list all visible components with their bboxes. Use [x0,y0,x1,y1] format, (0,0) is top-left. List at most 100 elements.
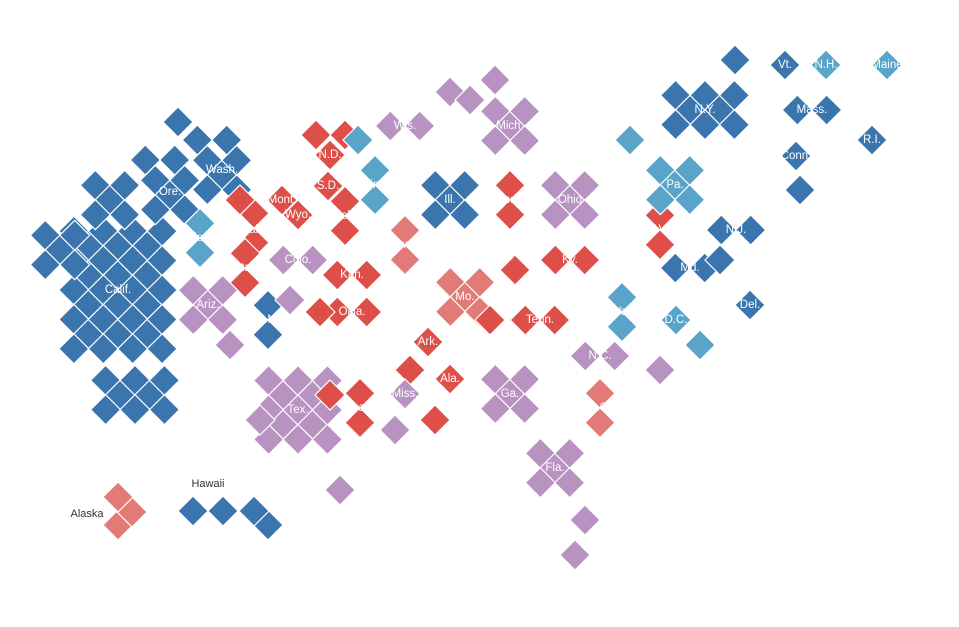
state-tile[interactable] [479,392,512,425]
state-tile[interactable] [162,106,194,138]
state-tile[interactable] [314,139,346,171]
state-tile[interactable] [584,406,616,439]
state-tile[interactable] [569,340,602,372]
state-tile[interactable] [660,304,692,336]
state-tile[interactable] [58,248,91,281]
state-conn[interactable] [780,140,816,206]
state-tile[interactable] [479,124,512,157]
state-tile[interactable] [434,295,467,328]
hawaii-tile[interactable] [177,495,209,527]
state-tile[interactable] [282,199,314,231]
state-tile[interactable] [810,49,842,81]
state-calif[interactable] [29,169,181,426]
state-tenn[interactable] [474,304,571,336]
state-tile[interactable] [191,173,224,206]
state-tile[interactable] [148,393,181,426]
state-n-j[interactable] [704,214,767,276]
state-tile[interactable] [324,474,356,506]
state-tile[interactable] [89,393,122,426]
state-tile[interactable] [644,354,676,386]
state-tile[interactable] [810,94,843,126]
state-ore[interactable] [129,144,201,226]
state-maine[interactable] [871,49,903,81]
state-md[interactable] [659,252,721,284]
state-tile[interactable] [734,289,766,321]
hawaii-tile[interactable] [238,495,270,527]
state-mo[interactable] [434,266,496,328]
state-fla[interactable] [524,437,601,571]
state-tile[interactable] [139,193,172,226]
state-tile[interactable] [704,244,736,276]
state-wyo[interactable] [282,199,314,231]
state-tile[interactable] [419,198,452,231]
state-pa[interactable] [614,124,706,216]
state-tile[interactable] [359,183,391,216]
state-tile[interactable] [781,94,814,126]
state-tile[interactable] [214,329,246,361]
state-tile[interactable] [282,423,314,456]
state-tile[interactable] [871,49,903,81]
state-tile[interactable] [454,84,486,116]
state-ind[interactable] [494,169,526,231]
state-tile[interactable] [389,378,421,410]
state-tile[interactable] [177,303,210,336]
state-tile[interactable] [705,214,738,246]
state-ga[interactable] [479,363,541,425]
state-tile[interactable] [689,108,721,141]
state-tile[interactable] [539,244,572,276]
state-mass[interactable] [781,94,843,126]
state-tile[interactable] [210,124,243,156]
state-tile[interactable] [108,198,141,231]
state-tile[interactable] [184,236,216,269]
state-tile[interactable] [321,259,354,291]
state-r-i[interactable] [856,124,888,156]
state-tile[interactable] [394,354,426,386]
state-okla[interactable] [304,296,383,328]
state-idaho[interactable] [224,184,270,259]
state-tile[interactable] [116,332,149,365]
state-minn[interactable] [342,124,391,216]
state-ky[interactable] [499,244,601,286]
state-tile[interactable] [734,214,767,246]
state-d-c[interactable] [660,304,716,361]
state-n-c[interactable] [569,340,676,386]
state-tile[interactable] [719,44,751,76]
state-tile[interactable] [119,393,151,426]
state-tile[interactable] [419,404,451,436]
state-tile[interactable] [434,363,466,395]
state-tile[interactable] [252,318,284,351]
state-tile[interactable] [644,183,677,216]
state-tile[interactable] [539,198,572,231]
state-tile[interactable] [181,124,214,156]
state-tile[interactable] [29,248,62,281]
state-tile[interactable] [606,310,638,343]
state-tile[interactable] [494,198,526,231]
state-s-d[interactable] [312,170,344,202]
state-tile[interactable] [312,170,344,202]
state-tile[interactable] [780,140,812,172]
state-tile[interactable] [412,326,444,358]
state-tile[interactable] [379,414,411,446]
state-ohio[interactable] [539,169,601,231]
state-tile[interactable] [267,244,300,276]
state-tile[interactable] [448,198,481,231]
state-tile[interactable] [129,144,162,176]
state-tile[interactable] [274,284,306,316]
state-tile[interactable] [769,49,801,81]
state-tile[interactable] [403,110,436,142]
state-tile[interactable] [374,110,407,142]
state-tile[interactable] [568,198,601,231]
state-tile[interactable] [553,466,586,499]
state-mich[interactable] [454,64,541,157]
state-tile[interactable] [614,124,646,156]
state-n-h[interactable] [810,49,842,81]
state-tile[interactable] [479,64,511,96]
state-tile[interactable] [87,332,120,365]
state-tile[interactable] [206,303,239,336]
state-ala[interactable] [419,363,466,436]
state-del[interactable] [734,289,766,321]
state-mont[interactable] [266,184,298,216]
state-miss[interactable] [379,378,421,446]
state-n-y[interactable] [659,44,751,141]
state-tile[interactable] [569,504,601,536]
